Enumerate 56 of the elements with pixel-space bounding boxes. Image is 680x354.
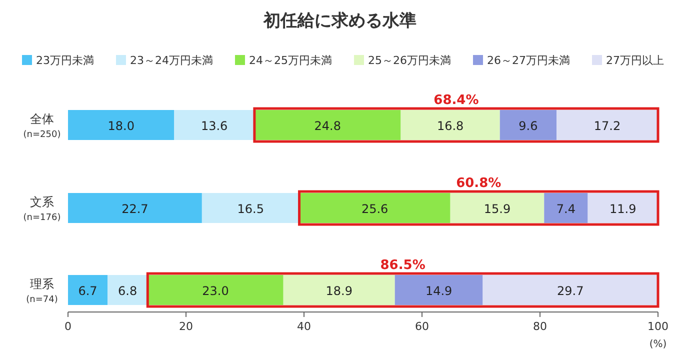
annotation: 68.4% (434, 93, 479, 108)
bar (588, 193, 658, 223)
data-label: 22.7 (122, 202, 148, 216)
bar (283, 275, 395, 305)
bar (482, 275, 658, 305)
data-label: 14.9 (425, 284, 452, 298)
x-tick-label: 80 (533, 320, 547, 333)
data-label: 16.8 (436, 119, 464, 133)
data-label: 7.4 (556, 202, 576, 216)
bar (394, 275, 483, 305)
bar (299, 193, 450, 223)
data-label: 13.6 (200, 119, 228, 133)
legend-label: 27万円以上 (606, 54, 664, 67)
y-tick-label: 全体 (n=250) (23, 112, 61, 140)
legend-label: 26～27万円未満 (487, 54, 570, 67)
annotation: 60.8% (456, 176, 502, 191)
data-label: 9.6 (518, 119, 538, 133)
data-label: 18.0 (108, 119, 134, 133)
data-label: 23.0 (202, 284, 229, 298)
bar (544, 193, 588, 223)
y-tick-label: 理系 (n=74) (26, 277, 58, 305)
legend-label: 23万円未満 (36, 54, 94, 67)
x-axis-title: (%) (649, 339, 667, 350)
legend-label: 23～24万円未満 (130, 54, 213, 67)
bar (68, 110, 174, 140)
data-label: 18.9 (326, 284, 352, 298)
chart-title: 初任給に求める水準 (262, 11, 416, 31)
legend-label: 24～25万円未満 (249, 54, 332, 67)
data-label: 16.5 (237, 202, 264, 216)
data-label: 15.9 (484, 202, 511, 216)
bar (500, 110, 557, 140)
annotation: 86.5% (380, 258, 426, 273)
bar (68, 275, 108, 305)
bar (174, 110, 254, 140)
y-tick-label: 文系 (n=176) (23, 195, 61, 223)
legend-label: 25～26万円未満 (368, 54, 451, 67)
bar (556, 110, 658, 140)
bar (254, 110, 401, 140)
x-tick-label: 40 (297, 320, 311, 333)
x-tick-label: 100 (648, 320, 668, 333)
bar (450, 193, 544, 223)
data-label: 25.6 (361, 202, 388, 216)
x-tick-label: 60 (415, 320, 429, 333)
bar (148, 275, 284, 305)
data-label: 11.9 (610, 202, 636, 216)
data-label: 24.8 (314, 119, 341, 133)
x-tick-label: 20 (179, 320, 193, 333)
bar (400, 110, 500, 140)
data-label: 6.8 (118, 284, 138, 298)
data-label: 29.7 (557, 284, 584, 298)
bar (108, 275, 148, 305)
data-label: 17.2 (594, 119, 621, 133)
data-label: 6.7 (78, 284, 98, 298)
x-tick-label: 0 (64, 320, 72, 333)
bar (68, 193, 202, 223)
bar (202, 193, 300, 223)
